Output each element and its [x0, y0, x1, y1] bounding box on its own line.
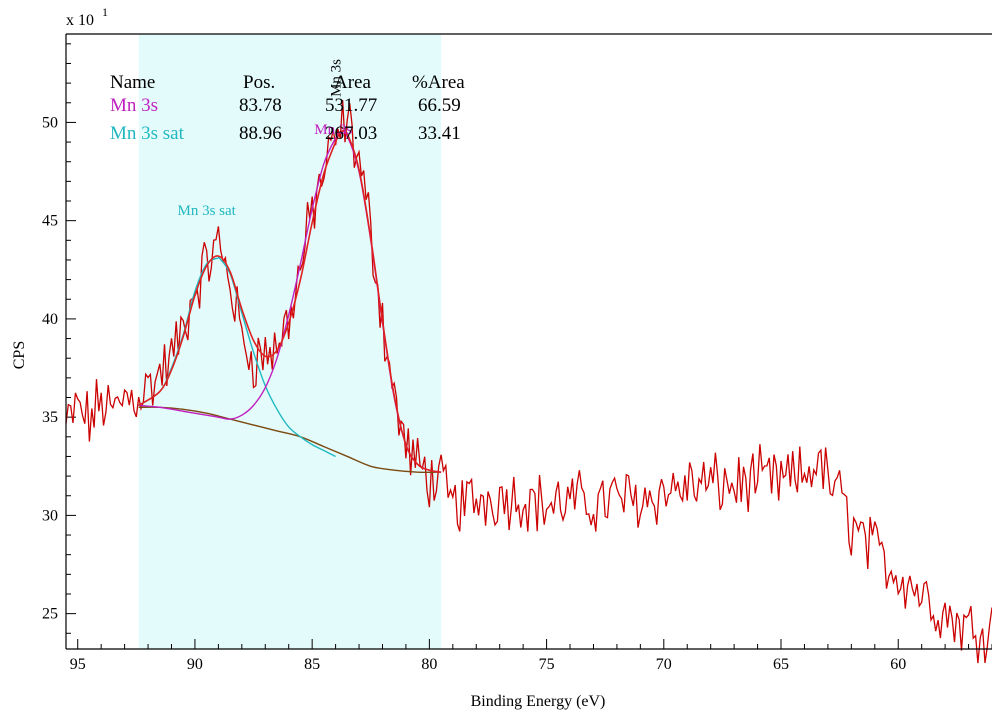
table-header-name: Name: [110, 72, 155, 93]
x-tick-label: 85: [304, 656, 320, 673]
x-tick-label: 60: [890, 656, 906, 673]
table-row-mn3s-pos: 83.78: [239, 95, 282, 116]
x-tick-label: 80: [421, 656, 437, 673]
y-tick-label: 25: [42, 606, 58, 623]
x-axis-title: Binding Energy (eV): [471, 693, 606, 710]
table-row-sat-pct: 33.41: [418, 123, 461, 144]
y-multiplier-exponent: 1: [102, 5, 108, 19]
y-tick-label: 45: [42, 213, 58, 230]
x-tick-label: 90: [187, 656, 203, 673]
y-axis-ticks: 25 30 35 40 45 50: [42, 43, 76, 634]
fit-lines: [138, 129, 442, 474]
results-table: Name Pos. Area %Area Mn 3s 83.78 531.77 …: [110, 72, 465, 144]
x-tick-label: 70: [656, 656, 672, 673]
table-header-area: Area: [334, 72, 371, 93]
fit-region: [138, 34, 442, 649]
y-tick-label: 40: [42, 311, 58, 328]
y-tick-label: 30: [42, 507, 58, 524]
y-tick-label: 50: [42, 114, 58, 131]
y-tick-label: 35: [42, 409, 58, 426]
table-row-sat-area: 267.03: [325, 123, 377, 144]
x-tick-label: 95: [70, 656, 86, 673]
peak-label-1: Mn 3s: [314, 122, 352, 138]
peak-label-2: Mn 3s sat: [177, 203, 236, 219]
table-header-pos: Pos.: [243, 72, 275, 93]
x-axis-ticks: 95 90 85 80 75 70 65 60: [70, 639, 992, 673]
x-tick-label: 75: [539, 656, 555, 673]
table-row-sat-name: Mn 3s sat: [110, 123, 185, 144]
y-multiplier-base: x 10: [66, 12, 94, 29]
table-row-mn3s-pct: 66.59: [418, 95, 461, 116]
y-axis-title: CPS: [11, 341, 28, 369]
fit-line-envelope: [138, 129, 442, 473]
fit-line-background: [138, 406, 442, 474]
table-row-mn3s-name: Mn 3s: [110, 95, 158, 116]
table-row-sat-pos: 88.96: [239, 123, 282, 144]
peak-labels: Mn 3s Mn 3s Mn 3s sat: [177, 59, 352, 219]
table-row-mn3s-area: 531.77: [325, 95, 377, 116]
raw-data-line: [65, 99, 992, 664]
peak-label-0: Mn 3s: [328, 59, 344, 97]
x-tick-label: 65: [773, 656, 789, 673]
table-header-pct: %Area: [412, 72, 465, 93]
